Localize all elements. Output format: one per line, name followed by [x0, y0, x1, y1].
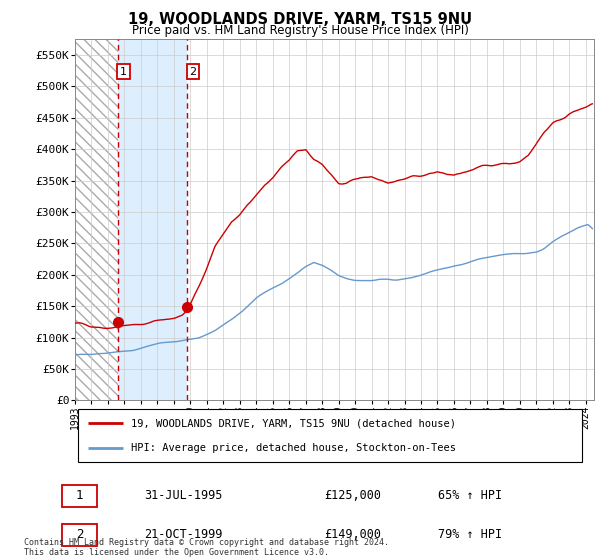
Text: 79% ↑ HPI: 79% ↑ HPI [438, 528, 502, 542]
FancyBboxPatch shape [62, 484, 97, 507]
Text: £149,000: £149,000 [324, 528, 381, 542]
Text: 1: 1 [120, 67, 127, 77]
Text: Contains HM Land Registry data © Crown copyright and database right 2024.
This d: Contains HM Land Registry data © Crown c… [24, 538, 389, 557]
Text: 19, WOODLANDS DRIVE, YARM, TS15 9NU: 19, WOODLANDS DRIVE, YARM, TS15 9NU [128, 12, 472, 27]
Bar [118, 39, 187, 400]
Bar [75, 39, 118, 400]
Text: HPI: Average price, detached house, Stockton-on-Tees: HPI: Average price, detached house, Stoc… [131, 442, 456, 452]
FancyBboxPatch shape [62, 524, 97, 546]
Text: 65% ↑ HPI: 65% ↑ HPI [438, 489, 502, 502]
Text: 21-OCT-1999: 21-OCT-1999 [144, 528, 223, 542]
Text: 2: 2 [76, 528, 83, 542]
Text: 1: 1 [76, 489, 83, 502]
Text: 19, WOODLANDS DRIVE, YARM, TS15 9NU (detached house): 19, WOODLANDS DRIVE, YARM, TS15 9NU (det… [131, 418, 456, 428]
Text: £125,000: £125,000 [324, 489, 381, 502]
FancyBboxPatch shape [78, 409, 582, 462]
Text: 2: 2 [190, 67, 197, 77]
Text: 31-JUL-1995: 31-JUL-1995 [144, 489, 223, 502]
Text: Price paid vs. HM Land Registry's House Price Index (HPI): Price paid vs. HM Land Registry's House … [131, 24, 469, 36]
